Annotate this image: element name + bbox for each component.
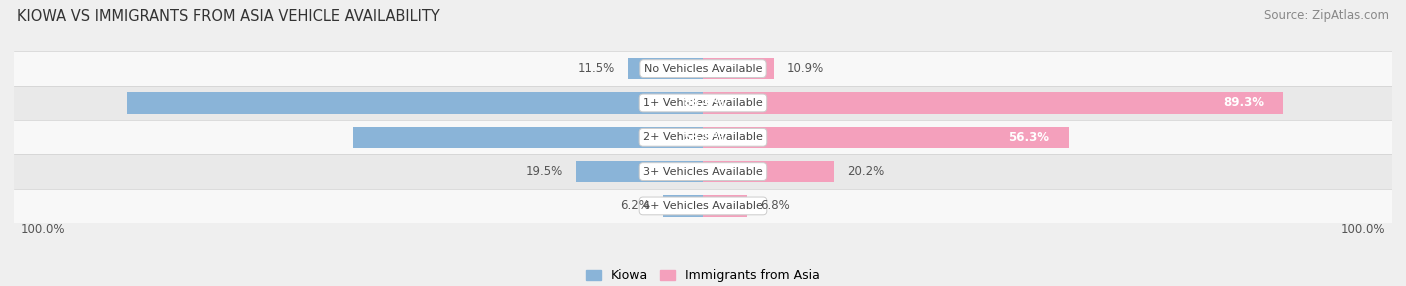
Bar (703, 58, 773, 79)
Text: 89.3%: 89.3% (1223, 96, 1264, 110)
Bar (127, 92, 703, 114)
Bar (703, 195, 747, 217)
Text: 10.9%: 10.9% (787, 62, 824, 75)
Text: 3+ Vehicles Available: 3+ Vehicles Available (643, 167, 763, 176)
Bar (14, 51, 1392, 86)
Text: 20.2%: 20.2% (848, 165, 884, 178)
Legend: Kiowa, Immigrants from Asia: Kiowa, Immigrants from Asia (586, 269, 820, 282)
Text: Source: ZipAtlas.com: Source: ZipAtlas.com (1264, 9, 1389, 21)
Bar (14, 189, 1392, 223)
Bar (703, 92, 1284, 114)
Bar (14, 86, 1392, 120)
Bar (14, 154, 1392, 189)
Text: 56.3%: 56.3% (1008, 131, 1049, 144)
Text: 53.9%: 53.9% (683, 131, 724, 144)
Text: 19.5%: 19.5% (526, 165, 564, 178)
Text: 1+ Vehicles Available: 1+ Vehicles Available (643, 98, 763, 108)
Bar (703, 127, 1069, 148)
Text: 6.8%: 6.8% (761, 199, 790, 212)
Text: 100.0%: 100.0% (1341, 223, 1385, 236)
Bar (703, 161, 834, 182)
Text: 4+ Vehicles Available: 4+ Vehicles Available (643, 201, 763, 211)
Text: 2+ Vehicles Available: 2+ Vehicles Available (643, 132, 763, 142)
Text: 6.2%: 6.2% (620, 199, 650, 212)
Text: 11.5%: 11.5% (578, 62, 616, 75)
Bar (353, 127, 703, 148)
Bar (628, 58, 703, 79)
Text: KIOWA VS IMMIGRANTS FROM ASIA VEHICLE AVAILABILITY: KIOWA VS IMMIGRANTS FROM ASIA VEHICLE AV… (17, 9, 440, 23)
Bar (14, 120, 1392, 154)
Bar (662, 195, 703, 217)
Text: 88.6%: 88.6% (683, 96, 724, 110)
Text: No Vehicles Available: No Vehicles Available (644, 64, 762, 74)
Text: 100.0%: 100.0% (21, 223, 65, 236)
Bar (576, 161, 703, 182)
